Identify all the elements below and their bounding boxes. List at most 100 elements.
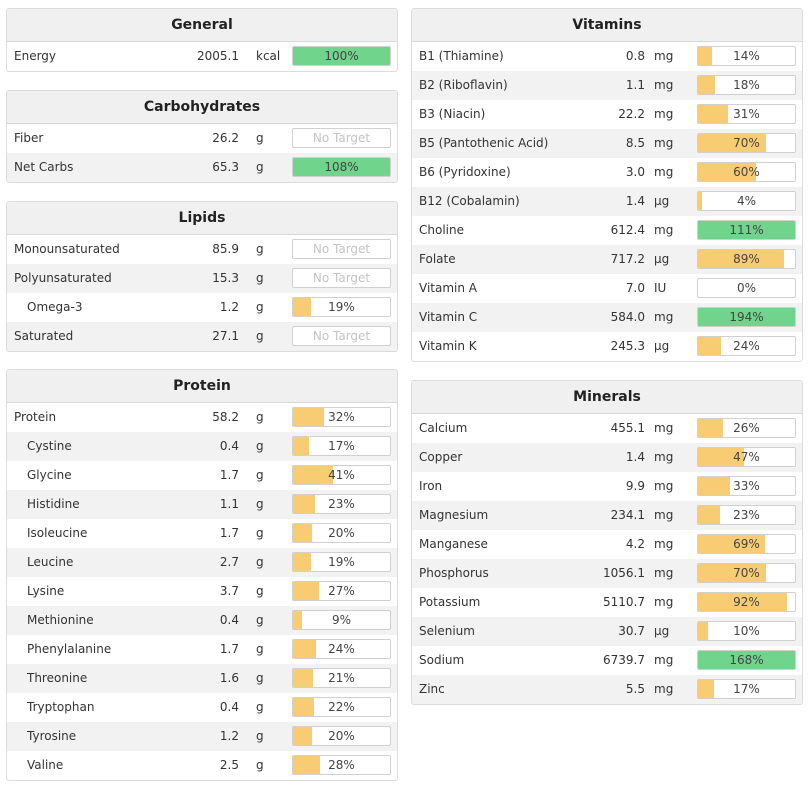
nutrient-row-energy[interactable]: Energy 2005.1 kcal 100% (7, 42, 397, 71)
nutrient-unit: mg (654, 310, 674, 324)
nutrient-unit: g (256, 700, 264, 714)
nutrient-unit: mg (654, 49, 674, 63)
nutrient-row-potassium[interactable]: Potassium 5110.7 mg 92% (412, 588, 802, 617)
nutrient-row-fiber[interactable]: Fiber 26.2 g No Target (7, 124, 397, 153)
nutrient-row-valine[interactable]: Valine 2.5 g 28% (7, 751, 397, 780)
progress-label: No Target (312, 242, 371, 256)
nutrient-name: Protein (14, 410, 57, 424)
target-progress-bar: 24% (292, 639, 391, 659)
target-progress-bar: 100% (292, 46, 391, 66)
nutrient-row-monounsaturated[interactable]: Monounsaturated 85.9 g No Target (7, 235, 397, 264)
nutrient-amount: 455.1 (610, 421, 645, 435)
nutrient-row-tryptophan[interactable]: Tryptophan 0.4 g 22% (7, 693, 397, 722)
nutrient-row-choline[interactable]: Choline 612.4 mg 111% (412, 216, 802, 245)
nutrient-row-omega-3[interactable]: Omega-3 1.2 g 19% (7, 293, 397, 322)
nutrient-amount: 15.3 (212, 271, 239, 285)
progress-label: 14% (733, 49, 760, 63)
nutrient-row-b5-pantothenic-acid[interactable]: B5 (Pantothenic Acid) 8.5 mg 70% (412, 129, 802, 158)
minerals-panel: Minerals Calcium 455.1 mg 26% Copper 1.4 mg 47%… (411, 380, 803, 705)
nutrient-row-cystine[interactable]: Cystine 0.4 g 17% (7, 432, 397, 461)
nutrient-row-polyunsaturated[interactable]: Polyunsaturated 15.3 g No Target (7, 264, 397, 293)
nutrient-amount: 30.7 (618, 624, 645, 638)
nutrient-unit: g (256, 300, 264, 314)
nutrient-row-sodium[interactable]: Sodium 6739.7 mg 168% (412, 646, 802, 675)
nutrient-amount: 0.4 (219, 613, 239, 627)
nutrient-amount: 234.1 (610, 508, 645, 522)
progress-fill (293, 756, 321, 774)
nutrient-row-net-carbs[interactable]: Net Carbs 65.3 g 108% (7, 153, 397, 182)
nutrient-row-b2-riboflavin[interactable]: B2 (Riboflavin) 1.1 mg 18% (412, 71, 802, 100)
nutrient-row-vitamin-k[interactable]: Vitamin K 245.3 µg 24% (412, 332, 802, 361)
nutrient-row-saturated[interactable]: Saturated 27.1 g No Target (7, 322, 397, 351)
target-progress-bar: No Target (292, 128, 391, 148)
nutrient-row-histidine[interactable]: Histidine 1.1 g 23% (7, 490, 397, 519)
protein-panel-title: Protein (7, 370, 397, 403)
nutrient-unit: g (256, 439, 264, 453)
nutrient-name: Calcium (419, 421, 468, 435)
nutrient-row-b12-cobalamin[interactable]: B12 (Cobalamin) 1.4 µg 4% (412, 187, 802, 216)
target-progress-bar: 60% (697, 162, 796, 182)
progress-fill (698, 477, 730, 495)
nutrient-row-calcium[interactable]: Calcium 455.1 mg 26% (412, 414, 802, 443)
progress-label: 22% (328, 700, 355, 714)
nutrient-row-b6-pyridoxine[interactable]: B6 (Pyridoxine) 3.0 mg 60% (412, 158, 802, 187)
nutrient-row-phenylalanine[interactable]: Phenylalanine 1.7 g 24% (7, 635, 397, 664)
target-progress-bar: 26% (697, 418, 796, 438)
target-progress-bar: 23% (292, 494, 391, 514)
nutrient-row-magnesium[interactable]: Magnesium 234.1 mg 23% (412, 501, 802, 530)
nutrient-row-vitamin-c[interactable]: Vitamin C 584.0 mg 194% (412, 303, 802, 332)
nutrient-row-protein[interactable]: Protein 58.2 g 32% (7, 403, 397, 432)
nutrient-amount: 584.0 (610, 310, 645, 324)
nutrient-row-b1-thiamine[interactable]: B1 (Thiamine) 0.8 mg 14% (412, 42, 802, 71)
nutrient-row-folate[interactable]: Folate 717.2 µg 89% (412, 245, 802, 274)
nutrient-row-isoleucine[interactable]: Isoleucine 1.7 g 20% (7, 519, 397, 548)
nutrient-row-selenium[interactable]: Selenium 30.7 µg 10% (412, 617, 802, 646)
target-progress-bar: 168% (697, 650, 796, 670)
nutrient-row-manganese[interactable]: Manganese 4.2 mg 69% (412, 530, 802, 559)
progress-label: 70% (733, 566, 760, 580)
progress-fill (293, 524, 313, 542)
target-progress-bar: 17% (697, 679, 796, 699)
progress-label: 20% (328, 526, 355, 540)
progress-fill (698, 651, 795, 669)
nutrient-row-zinc[interactable]: Zinc 5.5 mg 17% (412, 675, 802, 704)
nutrient-row-iron[interactable]: Iron 9.9 mg 33% (412, 472, 802, 501)
general-panel: General Energy 2005.1 kcal 100% (6, 8, 398, 72)
nutrient-row-methionine[interactable]: Methionine 0.4 g 9% (7, 606, 397, 635)
nutrient-unit: mg (654, 595, 674, 609)
nutrient-row-leucine[interactable]: Leucine 2.7 g 19% (7, 548, 397, 577)
nutrient-row-glycine[interactable]: Glycine 1.7 g 41% (7, 461, 397, 490)
nutrient-unit: mg (654, 450, 674, 464)
target-progress-bar: 41% (292, 465, 391, 485)
progress-fill (698, 564, 766, 582)
nutrient-name: Polyunsaturated (14, 271, 112, 285)
minerals-panel-title: Minerals (412, 381, 802, 414)
progress-label: 21% (328, 671, 355, 685)
nutrient-row-vitamin-a[interactable]: Vitamin A 7.0 IU 0% (412, 274, 802, 303)
nutrient-row-lysine[interactable]: Lysine 3.7 g 27% (7, 577, 397, 606)
nutrient-row-phosphorus[interactable]: Phosphorus 1056.1 mg 70% (412, 559, 802, 588)
nutrient-row-copper[interactable]: Copper 1.4 mg 47% (412, 443, 802, 472)
nutrient-name: Isoleucine (27, 526, 88, 540)
nutrient-amount: 85.9 (212, 242, 239, 256)
progress-fill (698, 535, 765, 553)
vitamins-panel: Vitamins B1 (Thiamine) 0.8 mg 14% B2 (Ribofl… (411, 8, 803, 362)
progress-label: No Target (312, 131, 371, 145)
nutrient-name: Copper (419, 450, 463, 464)
nutrient-unit: g (256, 526, 264, 540)
nutrient-row-tyrosine[interactable]: Tyrosine 1.2 g 20% (7, 722, 397, 751)
nutrient-amount: 58.2 (212, 410, 239, 424)
nutrient-name: B3 (Niacin) (419, 107, 486, 121)
nutrient-amount: 1.2 (219, 729, 239, 743)
nutrient-row-threonine[interactable]: Threonine 1.6 g 21% (7, 664, 397, 693)
progress-label: 27% (328, 584, 355, 598)
target-progress-bar: 69% (697, 534, 796, 554)
target-progress-bar: 20% (292, 726, 391, 746)
nutrient-name: Valine (27, 758, 64, 772)
progress-label: 100% (324, 49, 359, 63)
nutrient-amount: 2.5 (219, 758, 239, 772)
nutrient-name: Leucine (27, 555, 74, 569)
nutrient-name: Potassium (419, 595, 481, 609)
nutrient-row-b3-niacin[interactable]: B3 (Niacin) 22.2 mg 31% (412, 100, 802, 129)
progress-fill (698, 593, 788, 611)
